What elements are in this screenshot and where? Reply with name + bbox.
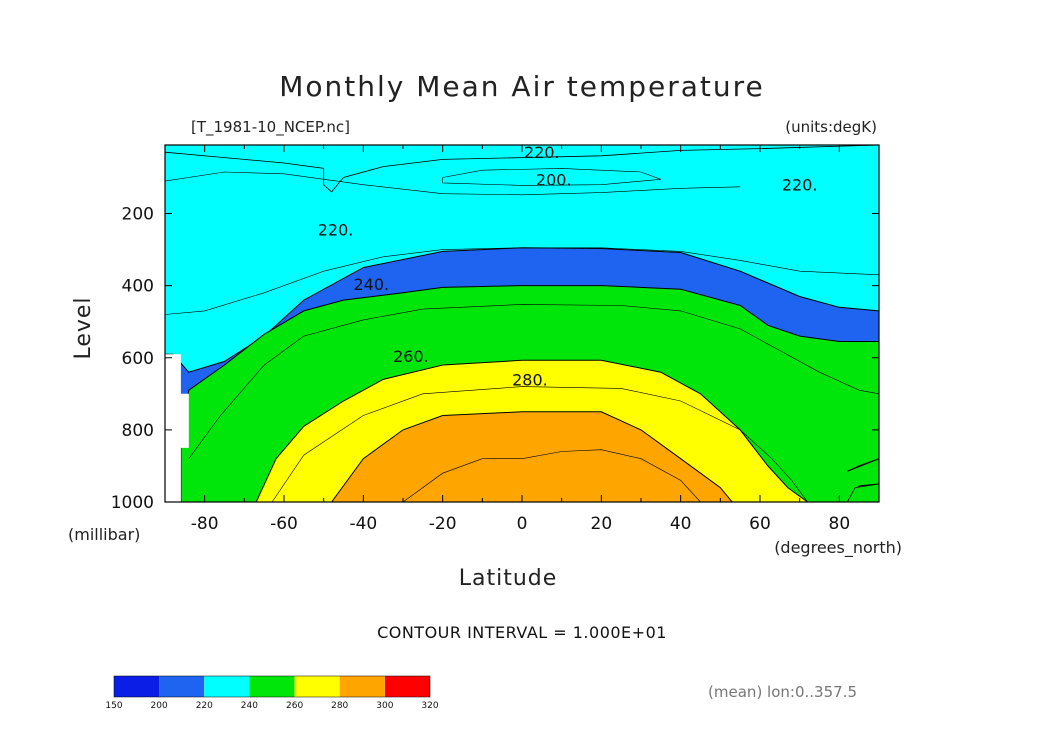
colorbar-swatch <box>294 676 340 697</box>
contour-label: 220. <box>782 176 818 195</box>
contour-label: 260. <box>393 347 429 366</box>
contour-line-290-5 <box>402 449 701 502</box>
x-tick-label: -80 <box>191 514 219 534</box>
units-label: (units:degK) <box>785 118 877 136</box>
colorbar-label: 240 <box>241 701 258 711</box>
colorbar-label: 200 <box>151 701 168 711</box>
x-tick-label: 40 <box>670 514 692 534</box>
y-tick-label: 200 <box>122 205 154 225</box>
colorbar-label: 280 <box>331 701 348 711</box>
contour-label: 200. <box>536 170 572 189</box>
colorbar-swatch <box>204 676 250 697</box>
x-tick-label: -60 <box>270 514 298 534</box>
band-220-upper <box>165 145 879 193</box>
band-220 <box>165 145 879 373</box>
contour-label: 240. <box>353 275 389 294</box>
x-axis-label: Latitude <box>459 566 558 591</box>
colorbar-swatch <box>249 676 295 697</box>
colorbar-label: 220 <box>196 701 213 711</box>
colorbar-label: 320 <box>421 701 438 711</box>
contour-line-210-1 <box>442 168 661 186</box>
x-tick-label: -40 <box>349 514 377 534</box>
colorbar-swatch <box>114 676 160 697</box>
y-axis-units: (millibar) <box>68 525 140 544</box>
contour-line-270-4 <box>271 386 808 502</box>
contour-label: 220. <box>524 143 560 162</box>
averaging-note: (mean) lon:0..357.5 <box>708 683 857 701</box>
contour-line-230-2 <box>165 247 879 315</box>
y-tick-label: 800 <box>122 421 154 441</box>
colorbar-label: 300 <box>376 701 393 711</box>
colorbar-frame <box>113 675 431 698</box>
contour-interval: CONTOUR INTERVAL = 1.000E+01 <box>377 623 667 642</box>
colorbar-label: 260 <box>286 701 303 711</box>
y-tick-label: 1000 <box>111 493 154 513</box>
y-tick-label: 400 <box>122 277 154 297</box>
colorbar-swatch <box>159 676 205 697</box>
colorbar-label: 150 <box>105 701 122 711</box>
x-tick-label: 80 <box>829 514 851 534</box>
plot-area <box>165 145 879 502</box>
y-tick-label: 600 <box>122 349 154 369</box>
contour-label: 220. <box>318 221 354 240</box>
x-tick-label: 60 <box>749 514 771 534</box>
x-axis-units: (degrees_north) <box>774 538 902 558</box>
contour-line-250-3 <box>188 304 879 459</box>
colorbar-swatch <box>384 676 430 697</box>
contour-label: 280. <box>512 370 548 389</box>
missing-data-patch <box>165 354 189 502</box>
band-240-se-patch <box>846 483 879 502</box>
x-tick-label: 20 <box>591 514 613 534</box>
x-tick-label: -20 <box>429 514 457 534</box>
colorbar-swatch <box>339 676 385 697</box>
colorbar: 150 200 220 240 260 280 300 320 <box>105 675 439 711</box>
contour-line-210-0 <box>165 171 741 196</box>
file-label: [T_1981-10_NCEP.nc] <box>191 118 350 137</box>
chart-title: Monthly Mean Air temperature <box>279 70 765 103</box>
x-tick-label: 0 <box>517 514 528 534</box>
y-axis-label: Level <box>71 296 96 359</box>
